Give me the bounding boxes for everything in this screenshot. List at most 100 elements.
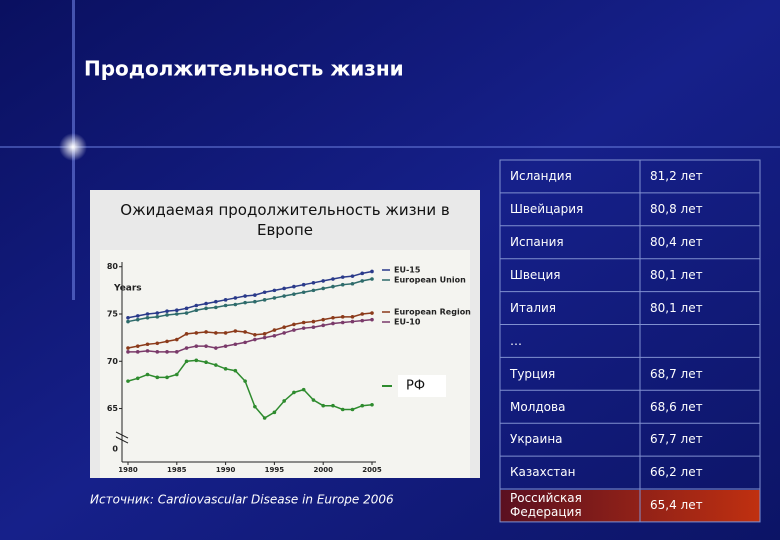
- point: [331, 315, 335, 320]
- legend-label: EU-15: [394, 266, 421, 275]
- point: [214, 331, 218, 335]
- legend-label: РФ: [406, 379, 425, 394]
- point: [145, 315, 150, 320]
- point: [331, 277, 335, 281]
- table-cell: Италия: [510, 300, 557, 315]
- point: [135, 344, 140, 348]
- point: [282, 286, 286, 291]
- point: [253, 404, 257, 409]
- point: [155, 350, 160, 354]
- point: [204, 306, 208, 311]
- point: [282, 294, 286, 298]
- point: [243, 294, 247, 298]
- table-cell: …: [510, 333, 522, 348]
- point: [135, 376, 140, 381]
- point: [272, 333, 277, 338]
- point: [292, 284, 296, 289]
- point: [135, 350, 140, 354]
- point: [292, 322, 296, 327]
- table-cell-box: 68,7 лет: [650, 366, 703, 381]
- point: [272, 296, 277, 300]
- x-tick-label: 2005: [362, 466, 382, 474]
- point: [253, 293, 257, 297]
- table-cell-box: 68,6 лет: [650, 400, 703, 414]
- point: [253, 337, 257, 342]
- point: [214, 299, 218, 304]
- table-cell: 80,1 лет: [650, 300, 703, 315]
- point: [272, 288, 277, 293]
- table-cell-box: 80,1 лет: [650, 300, 703, 315]
- table-cell-box: Турция: [510, 366, 556, 381]
- point: [145, 372, 150, 377]
- point: [223, 367, 228, 371]
- y-tick-label: 80: [107, 262, 119, 271]
- point: [175, 308, 179, 313]
- table-cell: 65,4 лет: [650, 498, 703, 513]
- legend-label: European Union: [394, 276, 466, 285]
- point: [321, 286, 326, 291]
- highlight-row: [500, 490, 760, 522]
- point: [214, 363, 218, 367]
- table-cell-box: 66,2 лет: [650, 465, 703, 479]
- point: [243, 379, 247, 383]
- point: [126, 350, 130, 354]
- point: [223, 298, 228, 302]
- point: [204, 360, 208, 365]
- point: [370, 317, 374, 322]
- table-cell: 68,7 лет: [650, 366, 703, 381]
- point: [175, 312, 179, 316]
- table-cell: Украина: [510, 432, 563, 447]
- point: [243, 340, 247, 345]
- point: [145, 312, 150, 316]
- y-axis-label: Years: [113, 284, 142, 294]
- point: [350, 281, 355, 286]
- table-cell-box: 67,7 лет: [650, 432, 703, 446]
- point: [340, 315, 345, 319]
- line-chart: 0 Years 65 70 75 80 1980 1985 1990 1995 2000 2005 EU…: [107, 262, 471, 474]
- table-cell-box: Испания: [510, 235, 564, 250]
- point: [282, 331, 286, 335]
- table-cell: Исландия: [510, 169, 572, 184]
- table-cell-box: Швейцария: [510, 202, 583, 216]
- point: [350, 274, 355, 278]
- point: [253, 299, 257, 304]
- y-tick-label: 70: [107, 357, 119, 366]
- point: [360, 279, 365, 283]
- point: [184, 311, 189, 315]
- point: [282, 325, 286, 330]
- point: [243, 330, 247, 334]
- point: [175, 372, 179, 377]
- table-border: [499, 159, 761, 523]
- point: [301, 387, 306, 392]
- table-cell-box: Российская Федерация: [510, 491, 582, 520]
- point: [233, 368, 238, 373]
- table-cell: 80,4 лет: [650, 235, 703, 250]
- slide-title: Продолжительность жизни: [84, 57, 404, 81]
- y-tick-label: 65: [107, 404, 119, 413]
- table-cell: Турция: [510, 366, 556, 381]
- table-cell: 81,2 лет: [650, 169, 703, 184]
- point: [370, 269, 374, 274]
- table-cell: 80,1 лет: [650, 267, 703, 282]
- point: [165, 309, 169, 313]
- chart-title: Ожидаемая продолжительность жизни в Евро…: [120, 201, 450, 239]
- point: [311, 281, 316, 285]
- x-tick-label: 2000: [313, 466, 333, 474]
- point: [340, 407, 345, 412]
- point: [311, 325, 316, 330]
- point: [165, 313, 169, 317]
- point: [135, 317, 140, 322]
- table-cell: Испания: [510, 235, 564, 250]
- table-cell-box: 80,4 лет: [650, 235, 703, 250]
- point: [253, 333, 257, 337]
- point: [204, 301, 208, 306]
- point: [301, 320, 306, 325]
- point: [340, 320, 345, 325]
- point: [126, 319, 130, 324]
- x-tick-label: 1985: [167, 466, 187, 474]
- point: [165, 350, 169, 354]
- table-cell: 80,8 лет: [650, 202, 703, 217]
- table-cell: Российская Федерация: [510, 491, 582, 520]
- table-cell: Швеция: [510, 267, 561, 282]
